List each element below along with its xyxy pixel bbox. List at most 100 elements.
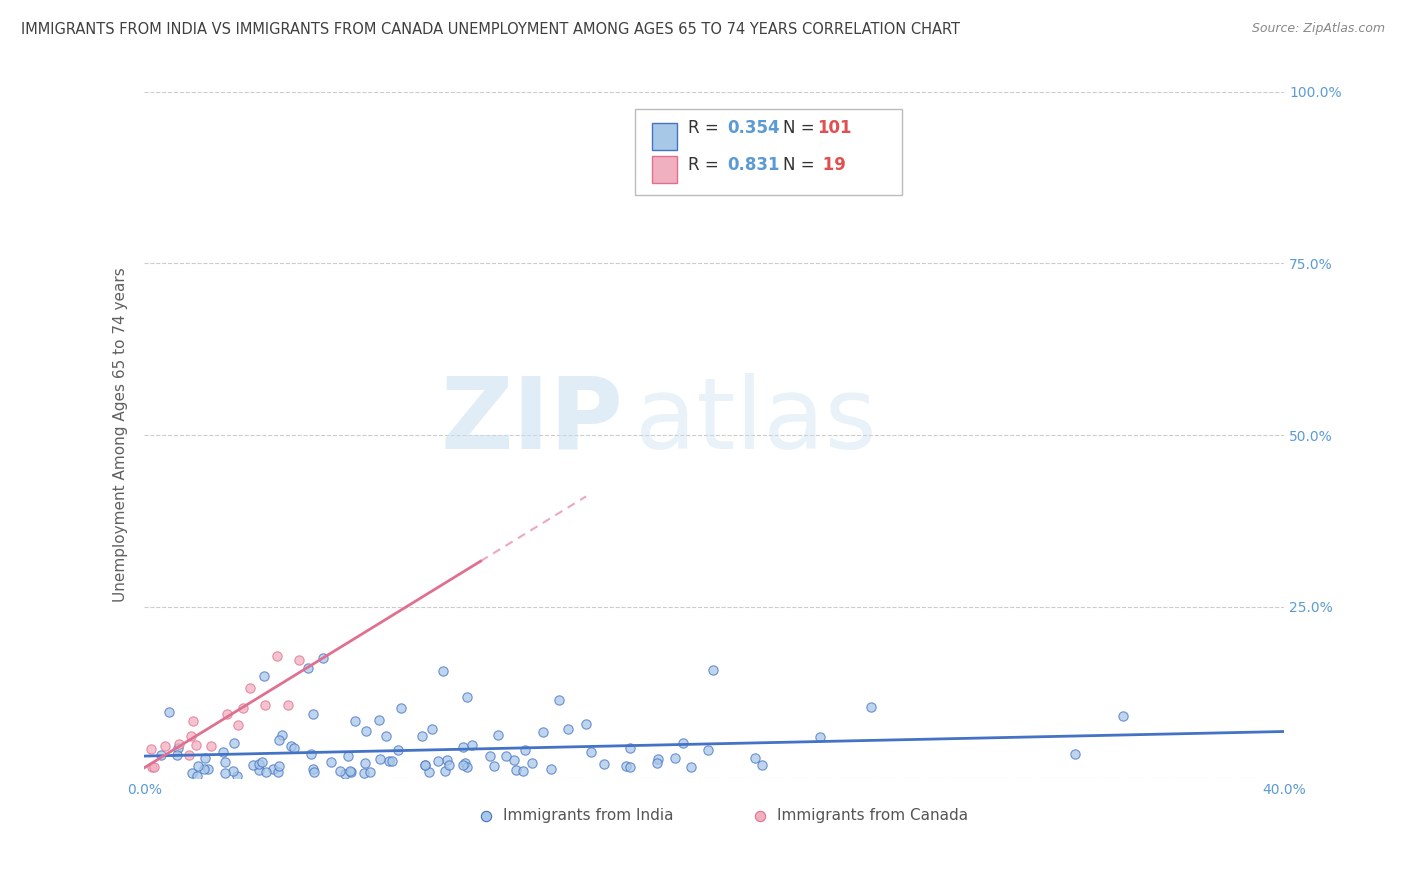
Point — [645, 756, 668, 770]
Point — [378, 754, 401, 768]
Point — [647, 752, 669, 766]
Text: 19: 19 — [817, 156, 846, 174]
Point — [451, 758, 474, 772]
Point — [214, 765, 236, 780]
Text: atlas: atlas — [634, 373, 876, 470]
Y-axis label: Unemployment Among Ages 65 to 74 years: Unemployment Among Ages 65 to 74 years — [114, 268, 128, 602]
Point — [353, 766, 375, 780]
Point — [436, 753, 458, 767]
Point — [336, 749, 359, 764]
Point — [288, 653, 311, 667]
Point — [339, 765, 361, 780]
Text: R =: R = — [688, 119, 724, 136]
Point — [744, 751, 766, 765]
Point — [751, 758, 773, 772]
Point — [186, 738, 208, 752]
Point — [304, 764, 326, 779]
Point — [988, 809, 1011, 823]
Point — [353, 756, 375, 771]
Point — [453, 756, 475, 770]
Point — [267, 758, 290, 772]
FancyBboxPatch shape — [651, 156, 676, 183]
Point — [413, 758, 436, 772]
FancyBboxPatch shape — [634, 109, 903, 194]
Point — [486, 728, 509, 742]
Point — [343, 714, 366, 729]
Point — [575, 717, 598, 731]
Point — [515, 742, 537, 756]
Point — [482, 759, 505, 773]
Point — [232, 701, 254, 715]
Point — [271, 728, 294, 742]
Point — [212, 745, 235, 759]
Point — [541, 78, 564, 92]
Point — [222, 736, 245, 750]
Point — [335, 767, 357, 781]
Point — [512, 764, 534, 778]
Text: Source: ZipAtlas.com: Source: ZipAtlas.com — [1251, 22, 1385, 36]
Point — [387, 743, 409, 757]
Point — [141, 742, 163, 756]
Point — [297, 661, 319, 675]
Point — [143, 760, 166, 774]
Point — [456, 690, 478, 705]
Point — [702, 663, 724, 677]
Point — [664, 751, 686, 765]
Point — [432, 665, 454, 679]
Text: 0.831: 0.831 — [727, 156, 779, 174]
Point — [540, 762, 562, 776]
Point — [277, 698, 299, 713]
Point — [301, 706, 323, 721]
Point — [180, 729, 202, 743]
Text: N =: N = — [783, 119, 820, 136]
Point — [226, 769, 249, 783]
Point — [456, 760, 478, 774]
Point — [149, 748, 172, 763]
Point — [239, 681, 262, 695]
Text: 101: 101 — [817, 119, 852, 136]
Point — [169, 737, 191, 751]
Point — [141, 760, 163, 774]
Point — [433, 764, 456, 779]
Text: N =: N = — [783, 156, 820, 174]
Point — [411, 729, 433, 743]
Point — [157, 705, 180, 719]
Point — [283, 740, 305, 755]
Point — [247, 763, 270, 777]
Point — [619, 760, 641, 774]
Text: R =: R = — [688, 156, 724, 174]
Point — [696, 743, 718, 757]
Point — [478, 748, 501, 763]
Point — [375, 730, 398, 744]
Point — [415, 758, 437, 772]
Point — [557, 723, 579, 737]
Point — [359, 765, 381, 780]
Point — [339, 764, 361, 778]
Point — [437, 758, 460, 772]
Point — [253, 669, 276, 683]
Point — [301, 762, 323, 776]
Point — [548, 693, 571, 707]
Point — [254, 764, 277, 779]
Point — [153, 739, 176, 754]
Point — [222, 764, 245, 778]
Point — [177, 747, 200, 762]
Point — [681, 760, 703, 774]
Point — [495, 749, 517, 764]
Text: IMMIGRANTS FROM INDIA VS IMMIGRANTS FROM CANADA UNEMPLOYMENT AMONG AGES 65 TO 74: IMMIGRANTS FROM INDIA VS IMMIGRANTS FROM… — [21, 22, 960, 37]
Point — [267, 732, 290, 747]
Point — [520, 756, 543, 771]
Point — [194, 751, 217, 765]
Point — [426, 755, 449, 769]
Point — [1063, 747, 1085, 761]
Text: ZIP: ZIP — [440, 373, 623, 470]
Point — [262, 762, 284, 776]
Point — [197, 763, 219, 777]
Point — [368, 752, 391, 766]
Point — [193, 762, 215, 776]
Point — [354, 723, 377, 738]
Point — [167, 740, 190, 755]
Point — [614, 759, 637, 773]
Text: Immigrants from Canada: Immigrants from Canada — [778, 808, 969, 823]
Point — [579, 745, 602, 759]
